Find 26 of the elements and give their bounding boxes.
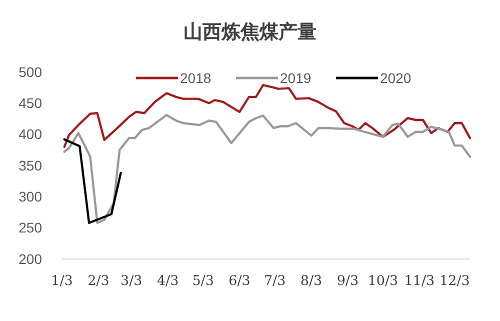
- y-tick-label: 350: [18, 157, 42, 174]
- legend-label: 2020: [380, 70, 412, 86]
- y-tick-label: 250: [18, 220, 42, 236]
- line-series: [63, 138, 122, 224]
- x-tick-label: 12/3: [440, 273, 470, 289]
- line-series: [63, 84, 472, 148]
- x-tick-label: 8/3: [300, 273, 322, 289]
- x-tick-label: 11/3: [404, 273, 435, 289]
- y-tick-label: 300: [18, 188, 42, 205]
- x-tick-label: 1/3: [51, 273, 73, 289]
- line-series: [63, 114, 472, 224]
- y-tick-label: 450: [18, 95, 42, 112]
- x-tick-label: 9/3: [336, 273, 359, 289]
- y-tick-label: 500: [18, 64, 42, 80]
- x-tick-label: 10/3: [368, 273, 398, 289]
- x-tick-label: 6/3: [228, 273, 250, 289]
- x-tick-label: 4/3: [156, 273, 179, 289]
- chart-title: 山西炼焦煤产量: [184, 21, 316, 43]
- y-tick-label: 400: [18, 126, 42, 142]
- x-tick-label: 7/3: [264, 273, 286, 289]
- x-tick-label: 3/3: [120, 273, 142, 289]
- legend-label: 2019: [280, 70, 312, 86]
- legend-label: 2018: [180, 70, 212, 86]
- y-tick-label: 200: [18, 250, 42, 267]
- x-tick-label: 5/3: [192, 273, 214, 289]
- x-tick-label: 2/3: [88, 273, 110, 289]
